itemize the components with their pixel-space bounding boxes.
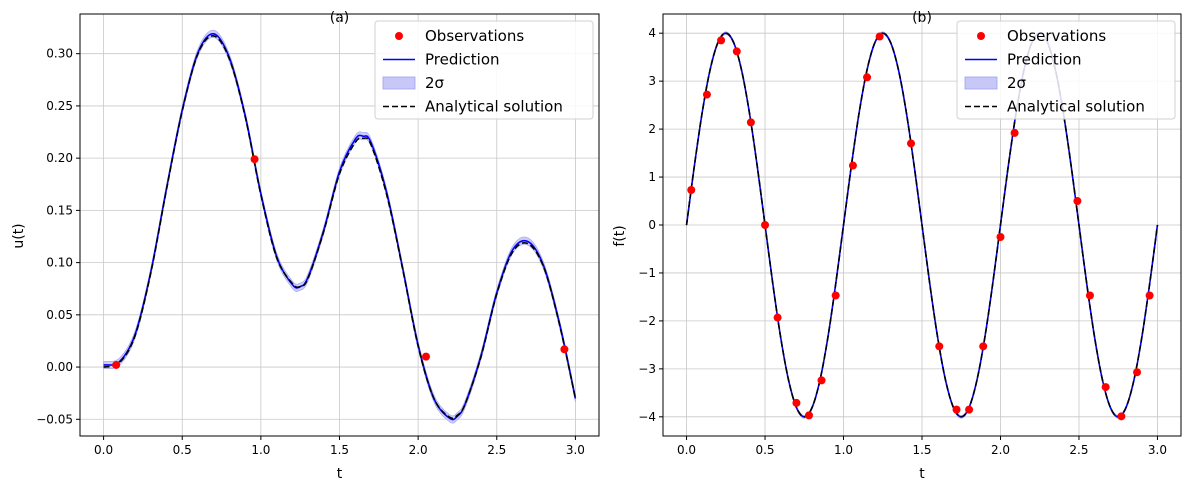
observation-point xyxy=(1117,412,1126,421)
panel-b: (b) t f(t) 0.0 0.5 1.0 1.5 2.0 2.5 3.0−4−3−2−1… xyxy=(612,10,1182,482)
legend-marker-observations xyxy=(977,32,985,40)
x-tick-label: 1.5 xyxy=(330,443,349,457)
x-axis-label: t xyxy=(919,466,925,482)
y-tick-label: 0.05 xyxy=(46,308,73,322)
y-tick-label: −4 xyxy=(638,410,656,424)
y-tick-label: 0.25 xyxy=(46,99,73,113)
y-tick-label: 0.10 xyxy=(46,256,73,270)
legend-label: Analytical solution xyxy=(425,98,563,116)
observation-point xyxy=(1145,291,1154,300)
observation-point xyxy=(804,411,813,420)
legend: Observations Prediction 2σ Analytical solut… xyxy=(374,20,594,120)
observation-point xyxy=(702,90,711,99)
y-tick-label: −1 xyxy=(638,266,656,280)
observation-point xyxy=(773,313,782,322)
observation-point xyxy=(250,155,259,164)
y-axis-label: u(t) xyxy=(11,223,27,248)
y-tick-label: 4 xyxy=(648,26,656,40)
observation-point xyxy=(935,342,944,351)
y-tick-label: 0.20 xyxy=(46,151,73,165)
y-tick-label: −0.05 xyxy=(36,412,73,426)
x-tick-label: 2.5 xyxy=(1069,443,1088,457)
observation-point xyxy=(907,139,916,148)
plot-area xyxy=(103,29,577,424)
observation-point xyxy=(875,32,884,41)
x-tick-label: 0.0 xyxy=(94,443,113,457)
legend-label: Prediction xyxy=(425,51,500,69)
observation-point xyxy=(717,36,726,45)
observation-point xyxy=(1010,128,1019,137)
legend-marker-observations xyxy=(395,32,403,40)
observation-point xyxy=(952,405,961,414)
y-tick-label: 2 xyxy=(648,122,656,136)
legend-label: Observations xyxy=(425,27,524,45)
legend-label: 2σ xyxy=(425,74,445,92)
observation-point xyxy=(996,232,1005,241)
x-tick-label: 2.5 xyxy=(487,443,506,457)
x-axis-label: t xyxy=(337,466,343,482)
x-tick-label: 0.5 xyxy=(173,443,192,457)
observation-point xyxy=(112,360,121,369)
x-tick-label: 3.0 xyxy=(566,443,585,457)
observation-point xyxy=(863,73,872,82)
observation-point xyxy=(965,405,974,414)
x-tick-label: 1.0 xyxy=(834,443,853,457)
sigma-band xyxy=(103,29,576,424)
y-tick-label: 0.15 xyxy=(46,203,73,217)
observation-point xyxy=(817,376,826,385)
x-tick-label: 2.0 xyxy=(409,443,428,457)
observation-point xyxy=(1133,368,1142,377)
x-tick-label: 1.5 xyxy=(912,443,931,457)
observation-point xyxy=(761,221,770,229)
x-tick-label: 0.5 xyxy=(755,443,774,457)
observation-point xyxy=(979,342,988,351)
panel-a: (a) t u(t) 0.0 0.5 1.0 1.5 2.0 2.5 3.0−0.050.0… xyxy=(11,10,600,482)
y-tick-label: 1 xyxy=(648,170,656,184)
legend-label: Analytical solution xyxy=(1007,98,1145,116)
y-tick-label: 3 xyxy=(648,74,656,88)
x-tick-label: 2.0 xyxy=(991,443,1010,457)
y-tick-label: 0.00 xyxy=(46,360,73,374)
x-tick-label: 1.0 xyxy=(251,443,270,457)
observation-point xyxy=(1085,291,1094,300)
legend: Observations Prediction 2σ Analytical solut… xyxy=(956,20,1176,120)
plot-area xyxy=(685,31,1159,421)
legend-marker-sigma xyxy=(382,76,416,90)
observation-point xyxy=(848,161,857,170)
observation-point xyxy=(732,47,741,56)
legend-marker-sigma xyxy=(964,76,998,90)
y-axis-label: f(t) xyxy=(612,225,628,246)
observation-point xyxy=(560,345,569,354)
legend-label: Prediction xyxy=(1007,51,1082,69)
y-tick-label: −3 xyxy=(638,362,656,376)
observation-point xyxy=(831,291,840,300)
observation-point xyxy=(1073,197,1082,206)
x-tick-label: 0.0 xyxy=(677,443,696,457)
legend-label: Observations xyxy=(1007,27,1106,45)
observation-point xyxy=(746,118,755,127)
observation-point xyxy=(422,352,430,361)
observation-point xyxy=(1101,383,1110,392)
y-tick-label: 0.30 xyxy=(46,47,73,61)
analytical-line xyxy=(103,35,577,420)
legend-box xyxy=(956,20,1176,120)
x-tick-label: 3.0 xyxy=(1148,443,1167,457)
legend-box xyxy=(374,20,594,120)
y-tick-label: −2 xyxy=(638,314,656,328)
legend-label: 2σ xyxy=(1007,74,1027,92)
observation-point xyxy=(792,398,801,407)
y-tick-label: 0 xyxy=(648,218,656,232)
observation-point xyxy=(687,185,696,194)
